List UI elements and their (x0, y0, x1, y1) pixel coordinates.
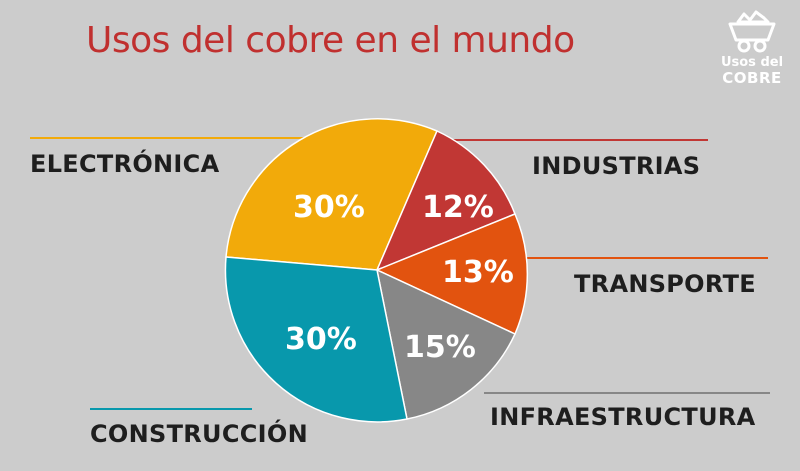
logo: Usos del COBRE (716, 8, 788, 86)
pct-electronica: 30% (293, 190, 365, 225)
leader-line-electronica (30, 137, 310, 139)
label-electronica: ELECTRÓNICA (30, 150, 220, 178)
chart-title: Usos del cobre en el mundo (86, 20, 575, 61)
logo-line1: Usos del (720, 55, 784, 70)
label-industrias: INDUSTRIAS (532, 152, 701, 180)
leader-line-infraestructura (484, 392, 770, 394)
pct-infraestructura: 15% (404, 330, 476, 365)
leader-line-industrias (446, 139, 708, 141)
mine-cart-icon (728, 10, 776, 53)
slice-construccion (224, 256, 408, 423)
label-infraestructura: INFRAESTRUCTURA (490, 403, 756, 431)
slice-industrias (376, 130, 516, 271)
slice-transporte (376, 213, 529, 335)
slice-infraestructura (376, 269, 516, 420)
logo-line2: COBRE (722, 69, 782, 87)
label-transporte: TRANSPORTE (574, 270, 756, 298)
pct-construccion: 30% (285, 322, 357, 357)
pct-industrias: 12% (422, 190, 494, 225)
leader-line-transporte (526, 257, 768, 259)
leader-line-construccion (90, 408, 252, 410)
pct-transporte: 13% (442, 255, 514, 290)
label-construccion: CONSTRUCCIÓN (90, 420, 308, 448)
slice-electronica (225, 118, 438, 271)
